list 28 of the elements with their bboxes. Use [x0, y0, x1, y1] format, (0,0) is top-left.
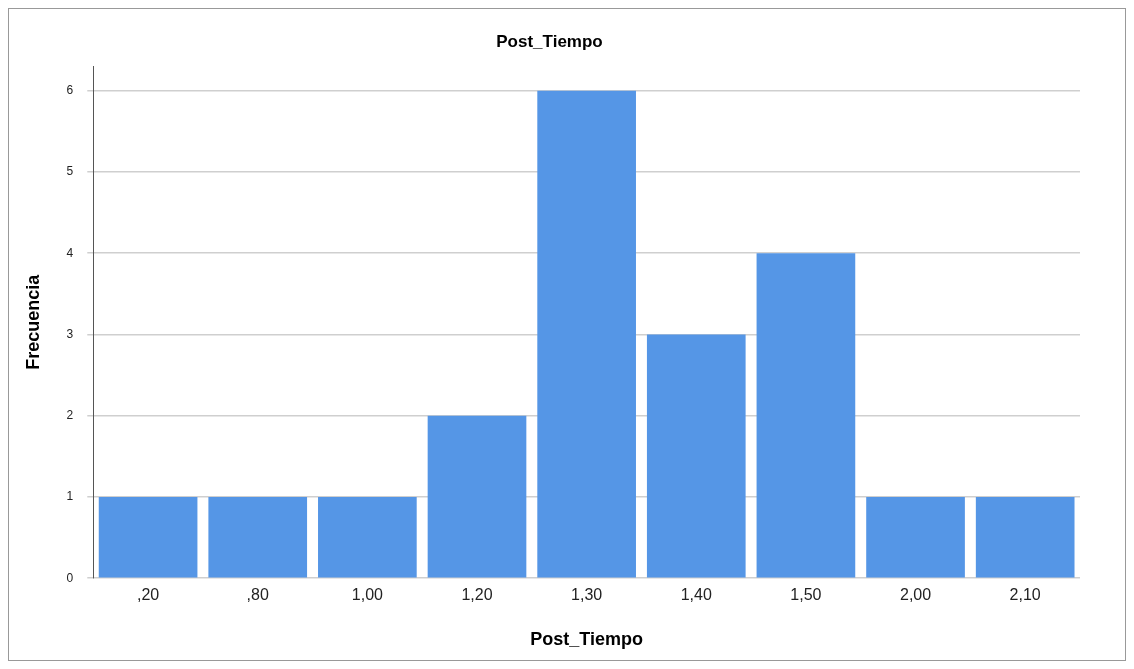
y-tick-label: 5 — [66, 164, 74, 179]
y-tick-label: 6 — [66, 83, 74, 98]
bar — [646, 334, 746, 578]
bar — [866, 496, 965, 578]
y-tick-label: 2 — [66, 408, 74, 423]
x-tick-label: ,20 — [136, 586, 160, 604]
bar — [318, 496, 417, 578]
y-axis-title: Frecuencia — [22, 273, 43, 370]
bar — [427, 415, 527, 578]
bar — [537, 90, 636, 578]
x-tick-label: 1,40 — [680, 586, 712, 604]
x-tick-label: ,80 — [246, 586, 269, 604]
x-tick-label: 1,20 — [461, 586, 493, 604]
chart-title: Post_Tiempo — [496, 31, 603, 51]
y-tick-label: 3 — [66, 326, 74, 341]
y-tick-label: 1 — [66, 489, 74, 504]
bar — [756, 253, 856, 578]
bar — [975, 496, 1075, 578]
y-tick-label: 4 — [66, 245, 74, 260]
x-axis-title: Post_Tiempo — [530, 629, 643, 650]
y-tick-label: 0 — [66, 570, 74, 585]
bar — [208, 496, 308, 578]
x-tick-label: 2,00 — [899, 586, 932, 604]
x-tick-label: 1,00 — [351, 586, 384, 604]
bar — [98, 496, 198, 578]
x-tick-label: 2,10 — [1009, 586, 1041, 604]
x-tick-label: 1,30 — [571, 586, 603, 604]
x-tick-label: 1,50 — [790, 586, 822, 604]
